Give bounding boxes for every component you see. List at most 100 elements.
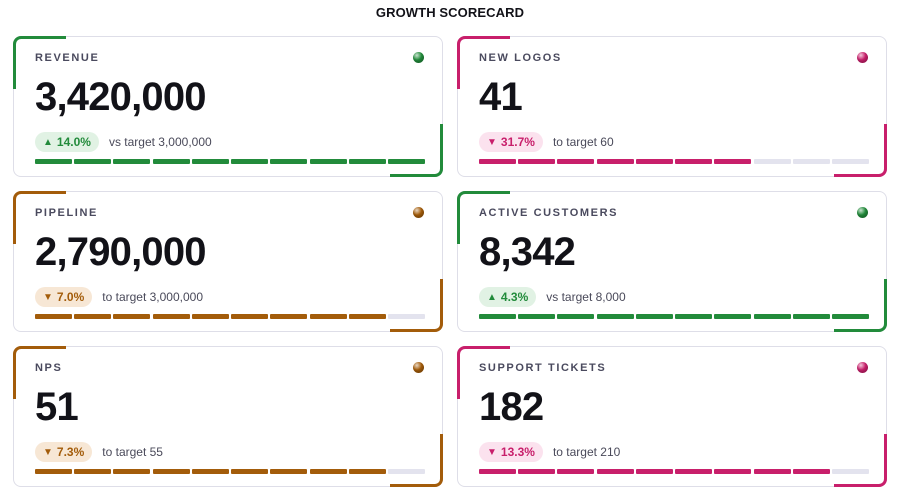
progress-segment-filled (348, 314, 386, 319)
progress-segment-filled (231, 159, 269, 164)
progress-segment-filled (35, 159, 72, 164)
corner-accent-bottom-right (834, 124, 887, 177)
progress-segment-filled (74, 469, 112, 474)
progress-segment-filled (191, 159, 229, 164)
delta-badge: ▼ 13.3% (479, 442, 543, 462)
progress-segment-filled (596, 159, 634, 164)
kpi-value: 41 (479, 75, 523, 119)
delta-row: ▲ 14.0% vs target 3,000,000 (35, 132, 212, 152)
progress-segment-filled (35, 469, 72, 474)
status-dot-icon (857, 52, 868, 63)
progress-segment-filled (753, 469, 791, 474)
progress-segment-empty (387, 469, 425, 474)
kpi-card-new-logos[interactable]: NEW LOGOS 41 ▼ 31.7% to target 60 (457, 36, 887, 177)
corner-accent-bottom-right (390, 124, 443, 177)
kpi-label: SUPPORT TICKETS (479, 362, 607, 374)
progress-segment-filled (231, 469, 269, 474)
progress-segment-filled (191, 314, 229, 319)
corner-accent-top-left (13, 36, 66, 89)
progress-segment-filled (557, 159, 595, 164)
kpi-label: ACTIVE CUSTOMERS (479, 207, 619, 219)
delta-row: ▼ 31.7% to target 60 (479, 132, 614, 152)
kpi-label: PIPELINE (35, 207, 98, 219)
progress-segment-filled (792, 314, 830, 319)
progress-segment-filled (74, 314, 112, 319)
progress-segment-filled (518, 159, 556, 164)
target-text: to target 60 (552, 135, 614, 149)
delta-value: 14.0% (56, 135, 91, 149)
arrow-down-icon: ▼ (43, 291, 53, 303)
progress-segment-filled (113, 159, 151, 164)
progress-segment-empty (387, 314, 425, 319)
progress-segments (35, 469, 425, 474)
delta-badge: ▲ 14.0% (35, 132, 99, 152)
progress-segment-filled (714, 469, 752, 474)
progress-segment-filled (35, 314, 72, 319)
progress-segment-filled (479, 314, 516, 319)
corner-accent-bottom-right (390, 279, 443, 332)
progress-segment-filled (387, 159, 425, 164)
progress-segment-empty (831, 469, 869, 474)
page-title: GROWTH SCORECARD (375, 5, 525, 20)
status-dot-icon (857, 207, 868, 218)
status-dot-icon (413, 52, 424, 63)
delta-value: 31.7% (500, 135, 535, 149)
progress-segment-filled (74, 159, 112, 164)
kpi-label: NEW LOGOS (479, 52, 562, 64)
status-dot-icon (857, 362, 868, 373)
progress-segments (479, 159, 869, 164)
progress-segments (35, 159, 425, 164)
delta-value: 4.3% (500, 290, 529, 304)
delta-badge: ▼ 7.0% (35, 287, 93, 307)
progress-segment-filled (348, 469, 386, 474)
corner-accent-top-left (13, 346, 66, 399)
arrow-up-icon: ▲ (487, 291, 497, 303)
arrow-down-icon: ▼ (43, 446, 53, 458)
kpi-label: REVENUE (35, 52, 100, 64)
arrow-down-icon: ▼ (487, 446, 497, 458)
delta-row: ▼ 7.3% to target 55 (35, 442, 163, 462)
target-text: to target 55 (102, 445, 163, 459)
delta-badge: ▲ 4.3% (479, 287, 537, 307)
progress-segment-filled (231, 314, 269, 319)
kpi-card-revenue[interactable]: REVENUE 3,420,000 ▲ 14.0% vs target 3,000… (13, 36, 443, 177)
progress-segment-empty (831, 159, 869, 164)
progress-segment-filled (675, 314, 713, 319)
corner-accent-top-left (457, 191, 510, 244)
kpi-card-active-customers[interactable]: ACTIVE CUSTOMERS 8,342 ▲ 4.3% vs target 8… (457, 191, 887, 332)
status-dot-icon (413, 362, 424, 373)
progress-segment-filled (518, 314, 556, 319)
progress-segment-filled (557, 469, 595, 474)
progress-segment-filled (348, 159, 386, 164)
delta-value: 7.0% (56, 290, 85, 304)
kpi-card-pipeline[interactable]: PIPELINE 2,790,000 ▼ 7.0% to target 3,000… (13, 191, 443, 332)
progress-segment-filled (675, 469, 713, 474)
progress-segment-filled (518, 469, 556, 474)
progress-segment-filled (309, 159, 347, 164)
progress-segment-filled (557, 314, 595, 319)
corner-accent-bottom-right (834, 434, 887, 487)
kpi-card-nps[interactable]: NPS 51 ▼ 7.3% to target 55 (13, 346, 443, 487)
delta-badge: ▼ 31.7% (479, 132, 543, 152)
progress-segment-filled (270, 159, 308, 164)
progress-segment-empty (792, 159, 830, 164)
delta-row: ▼ 13.3% to target 210 (479, 442, 620, 462)
progress-segment-filled (675, 159, 713, 164)
kpi-value: 3,420,000 (35, 75, 207, 119)
progress-segment-filled (152, 469, 190, 474)
progress-segment-filled (753, 314, 791, 319)
progress-segments (479, 314, 869, 319)
progress-segment-filled (270, 469, 308, 474)
kpi-value: 2,790,000 (35, 230, 207, 274)
progress-segment-filled (479, 469, 516, 474)
delta-value: 7.3% (56, 445, 85, 459)
corner-accent-top-left (457, 36, 510, 89)
progress-segment-filled (714, 159, 752, 164)
kpi-card-support-tickets[interactable]: SUPPORT TICKETS 182 ▼ 13.3% to target 210 (457, 346, 887, 487)
target-text: vs target 3,000,000 (108, 135, 212, 149)
target-text: to target 210 (552, 445, 621, 459)
progress-segment-filled (596, 314, 634, 319)
delta-row: ▲ 4.3% vs target 8,000 (479, 287, 626, 307)
status-dot-icon (413, 207, 424, 218)
kpi-value: 182 (479, 385, 544, 429)
